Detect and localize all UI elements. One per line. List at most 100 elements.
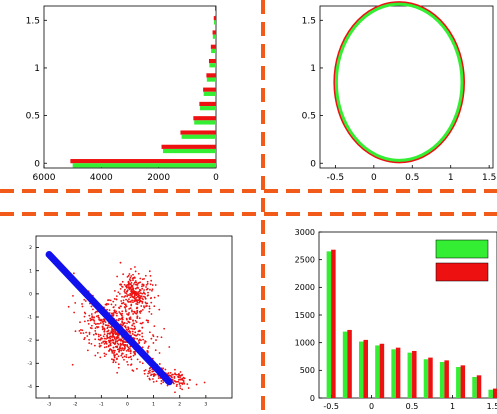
y-tick-label: -4: [28, 384, 33, 390]
x-tick-label: 1: [450, 402, 455, 411]
bar-green: [439, 362, 445, 398]
scatter-point: [139, 361, 141, 363]
scatter-point: [125, 317, 128, 320]
scatter-point: [86, 349, 89, 352]
scatter-point: [106, 330, 109, 333]
regression-line-blue: [45, 251, 173, 386]
scatter-point: [127, 294, 130, 296]
scatter-point: [125, 349, 128, 352]
scatter-point: [131, 296, 134, 299]
y-tick-label: -3: [28, 361, 33, 367]
bottom-left-scatter-chart: -3 -2 -1 0 1 2 3 2 1 0 -1 -2 -3 -4: [28, 235, 233, 408]
scatter-point: [160, 382, 163, 385]
scatter-point: [152, 342, 155, 344]
hbar-red: [212, 30, 216, 35]
scatter-point: [130, 327, 133, 330]
scatter-point: [173, 377, 176, 379]
scatter-point: [145, 283, 148, 286]
scatter-point: [96, 322, 99, 325]
scatter-point: [98, 342, 101, 345]
scatter-point: [148, 270, 151, 273]
scatter-point: [127, 280, 130, 283]
bar-red: [363, 339, 368, 398]
scatter-point: [125, 310, 127, 313]
scatter-point: [148, 310, 151, 313]
bar-green: [375, 345, 380, 398]
x-tick-label: 1.5: [487, 402, 497, 411]
scatter-point: [139, 289, 142, 291]
bar-red: [347, 329, 352, 398]
scatter-point: [111, 334, 114, 337]
scatter-point: [147, 291, 149, 294]
scatter-point: [109, 335, 112, 338]
scatter-point: [105, 337, 108, 340]
scatter-point: [147, 345, 150, 348]
scatter-point: [128, 300, 131, 303]
x-tick-label: 6000: [33, 173, 56, 183]
scatter-point: [108, 332, 111, 335]
scatter-point: [130, 309, 133, 312]
x-tick-label: 0.5: [405, 173, 419, 183]
scatter-point: [96, 352, 99, 354]
y-tick-label: 500: [300, 366, 315, 375]
scatter-point: [87, 322, 90, 325]
scatter-point: [152, 335, 155, 338]
scatter-point: [142, 291, 145, 294]
scatter-point: [125, 298, 127, 301]
scatter-point: [108, 336, 111, 339]
scatter-point: [110, 330, 113, 333]
scatter-point: [118, 350, 121, 353]
scatter-point: [109, 337, 112, 340]
top-left-hbar-chart: 6000 4000 2000 0 0 0.5 1 1.5: [26, 5, 219, 183]
y-tick-label: 2000: [295, 283, 315, 292]
scatter-point: [118, 317, 120, 320]
scatter-point: [138, 342, 140, 344]
scatter-point: [123, 358, 125, 361]
scatter-point: [180, 374, 183, 377]
scatter-point: [134, 277, 136, 279]
scatter-point: [146, 375, 149, 378]
scatter-point: [97, 314, 100, 317]
scatter-point: [129, 349, 132, 352]
scatter-point: [72, 272, 75, 275]
scatter-point: [124, 288, 126, 291]
hbar-red: [199, 101, 216, 107]
scatter-point: [97, 322, 100, 325]
scatter-point: [143, 305, 145, 308]
scatter-point: [120, 300, 123, 302]
scatter-point: [129, 296, 132, 299]
scatter-point: [114, 354, 116, 357]
scatter-point: [179, 382, 181, 384]
scatter-point: [111, 358, 113, 361]
scatter-point: [147, 294, 150, 297]
scatter-point: [153, 325, 156, 328]
scatter-point: [137, 272, 140, 275]
scatter-point: [114, 361, 117, 364]
scatter-point: [151, 289, 153, 292]
scatter-point: [116, 353, 119, 356]
scatter-point: [89, 319, 92, 322]
scatter-point: [102, 327, 104, 329]
scatter-point: [147, 319, 150, 322]
scatter-point: [119, 287, 122, 290]
scatter-point: [130, 358, 133, 361]
scatter-point: [148, 377, 151, 380]
y-tick-label: 1: [34, 64, 40, 74]
scatter-point: [186, 383, 189, 386]
scatter-point: [114, 311, 117, 314]
scatter-point: [120, 339, 122, 342]
scatter-point: [127, 326, 129, 329]
scatter-point: [132, 354, 135, 357]
scatter-point: [126, 360, 129, 363]
scatter-point: [122, 299, 125, 302]
scatter-point: [136, 358, 139, 361]
scatter-point: [143, 289, 145, 291]
scatter-point: [121, 321, 124, 324]
hbar-red: [213, 16, 216, 21]
scatter-point: [102, 322, 105, 325]
hbar-green: [212, 34, 216, 39]
scatter-point: [132, 313, 135, 315]
scatter-point: [98, 317, 101, 319]
scatter-point: [115, 314, 118, 317]
scatter-point: [114, 349, 116, 352]
